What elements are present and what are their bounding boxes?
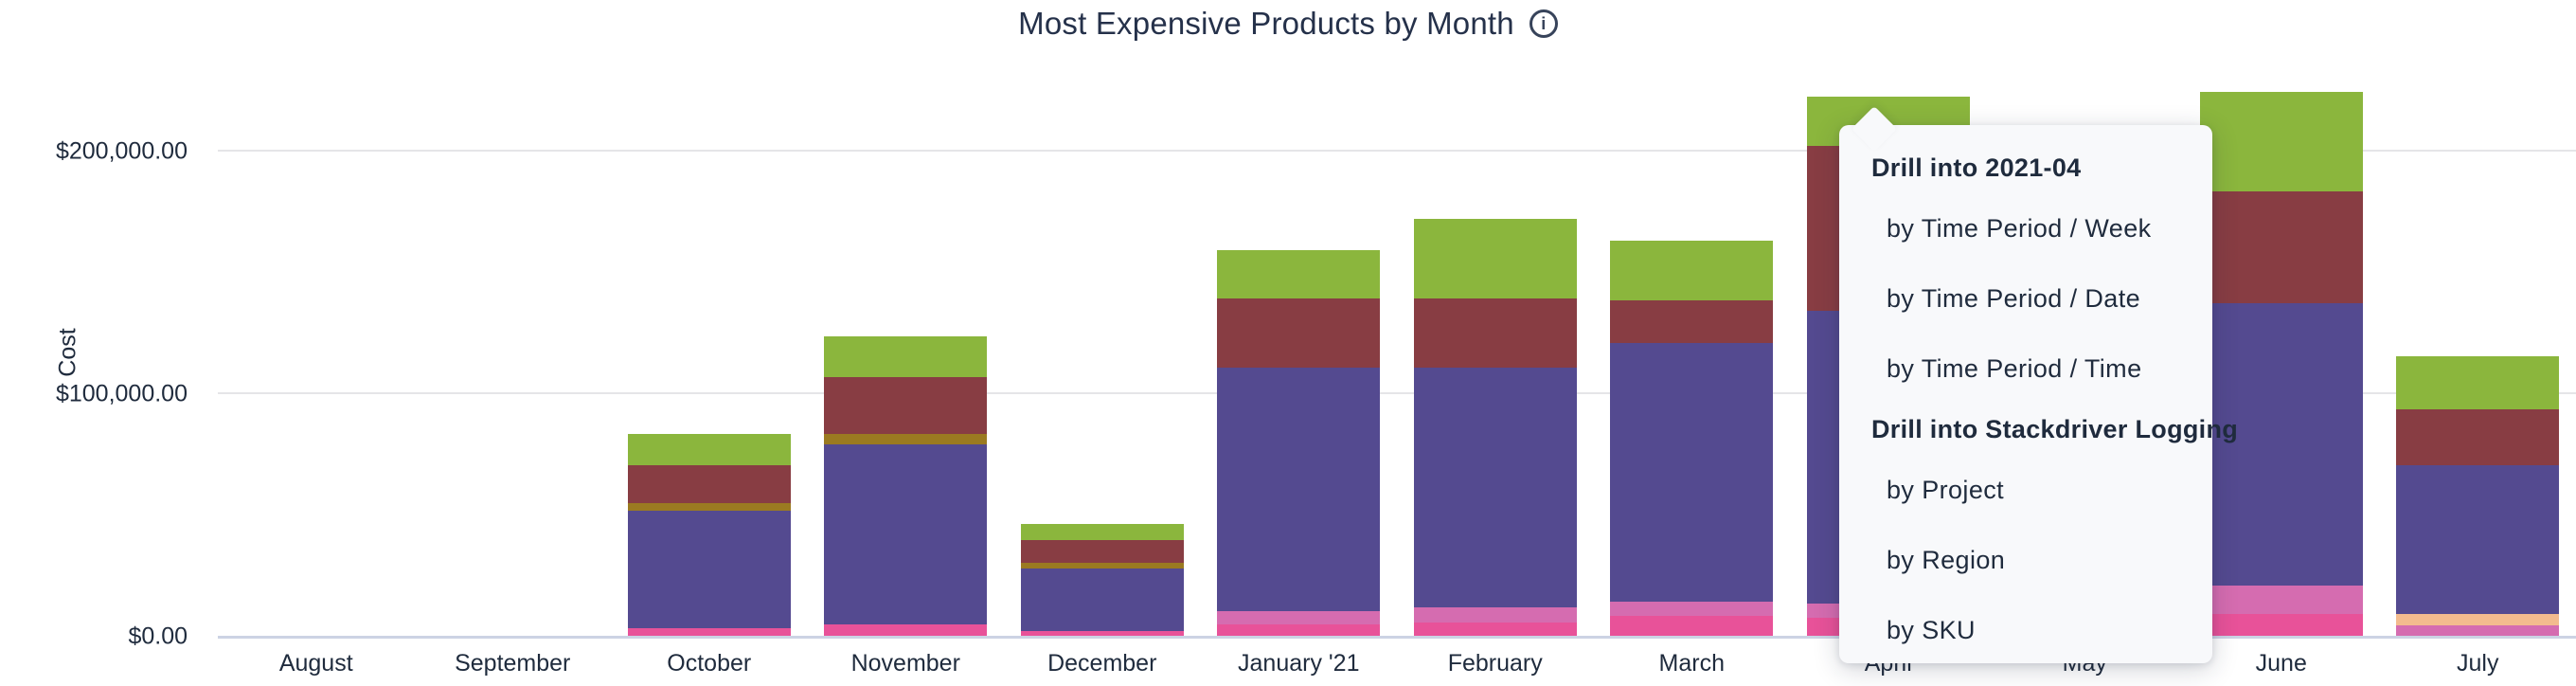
stacked-bar[interactable] [1610,240,1774,636]
orchid-segment[interactable] [1610,602,1774,616]
maroon-segment[interactable] [2396,409,2560,466]
x-tick-label: August [278,650,353,677]
orchid-segment[interactable] [1413,607,1577,623]
pink-segment[interactable] [1610,616,1774,636]
menu-item-by-time-period-time[interactable]: by Time Period / Time [1887,354,2142,383]
purple-segment[interactable] [1020,568,1184,631]
page-title: Most Expensive Products by Month [1018,6,1514,41]
pink-segment[interactable] [2199,614,2363,636]
green-segment[interactable] [1217,250,1381,298]
stacked-bar[interactable] [824,336,988,636]
y-tick-label: $0.00 [128,623,188,650]
pink-segment[interactable] [1413,623,1577,636]
x-tick-label: September [455,650,571,677]
x-tick-label: October [667,650,752,677]
x-tick-label: February [1447,650,1543,677]
menu-item-by-time-period-date[interactable]: by Time Period / Date [1887,284,2141,313]
purple-segment[interactable] [824,443,988,624]
green-segment[interactable] [1610,240,1774,300]
maroon-segment[interactable] [627,464,791,503]
x-tick-label: January '21 [1238,650,1360,677]
green-segment[interactable] [1020,524,1184,541]
bar-cell-august [218,0,415,636]
stacked-bar[interactable] [1217,250,1381,636]
green-segment[interactable] [2396,356,2560,410]
maroon-segment[interactable] [2199,191,2363,303]
stacked-bar[interactable] [2396,356,2560,636]
x-tick-label: July [2457,650,2499,677]
chart-header: Most Expensive Products by Month i [0,6,2576,42]
bar-cell-march [1594,0,1791,636]
stacked-bar[interactable] [1413,219,1577,636]
purple-segment[interactable] [2199,303,2363,586]
bar-cell-february [1397,0,1594,636]
menu-section-header: Drill into 2021-04 [1871,153,2082,182]
pink-segment[interactable] [1020,630,1184,636]
stacked-bar[interactable] [627,434,791,636]
purple-segment[interactable] [1610,343,1774,603]
x-tick-label: June [2255,650,2307,677]
plot-area [218,0,2576,636]
maroon-segment[interactable] [1020,540,1184,564]
maroon-segment[interactable] [1413,298,1577,369]
stacked-bar[interactable] [1020,524,1184,636]
bar-cell-september [415,0,612,636]
bar-cell-october [611,0,808,636]
menu-body: Drill into 2021-04 by Time Period / Week b… [1839,142,2239,665]
maroon-segment[interactable] [1217,298,1381,369]
pink-segment[interactable] [824,624,988,636]
purple-segment[interactable] [2396,465,2560,614]
y-tick-label: $200,000.00 [55,137,188,165]
gridline [218,392,2576,394]
purple-segment[interactable] [1217,368,1381,611]
menu-item-by-sku[interactable]: by SKU [1887,616,1976,644]
x-axis-line [218,636,2576,639]
green-segment[interactable] [1413,219,1577,298]
olive-segment[interactable] [627,502,791,511]
x-tick-label: December [1047,650,1157,677]
x-axis-labels: August September October November December Ja… [218,650,2576,677]
green-segment[interactable] [2199,92,2363,191]
orchid-segment[interactable] [2199,586,2363,614]
bar-cell-june [2183,0,2380,636]
stacked-bar[interactable] [2199,92,2363,636]
bar-cell-november [808,0,1005,636]
y-tick-label: $100,000.00 [55,380,188,407]
menu-item-by-project[interactable]: by Project [1887,476,2005,504]
bar-cell-january-21 [1201,0,1398,636]
x-tick-label: March [1658,650,1725,677]
drill-menu: Drill into 2021-04 by Time Period / Week b… [1839,105,2239,665]
menu-section-header: Drill into Stackdriver Logging [1871,415,2239,443]
green-segment[interactable] [627,434,791,465]
olive-segment[interactable] [1020,563,1184,569]
olive-segment[interactable] [824,433,988,444]
info-icon[interactable]: i [1529,9,1558,38]
maroon-segment[interactable] [1610,299,1774,344]
gridline [218,150,2576,152]
orchid-segment[interactable] [1217,610,1381,624]
purple-segment[interactable] [1413,368,1577,608]
bar-cell-december [1004,0,1201,636]
purple-segment[interactable] [627,510,791,629]
x-tick-label: November [850,650,960,677]
menu-item-by-time-period-week[interactable]: by Time Period / Week [1887,214,2152,243]
orchid-segment[interactable] [2396,625,2560,636]
green-segment[interactable] [824,336,988,378]
menu-item-by-region[interactable]: by Region [1887,546,2006,574]
pink-segment[interactable] [627,628,791,636]
y-axis-title: Cost [54,328,81,377]
maroon-segment[interactable] [824,377,988,434]
orange-segment[interactable] [2396,614,2560,625]
bar-cell-july [2380,0,2576,636]
pink-segment[interactable] [1217,624,1381,636]
